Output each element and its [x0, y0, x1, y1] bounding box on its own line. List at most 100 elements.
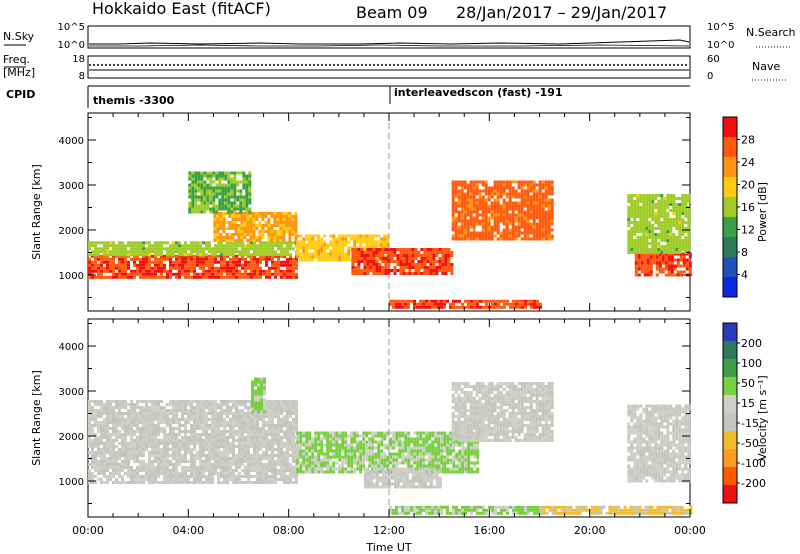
- data-cell: [208, 257, 211, 261]
- data-cell: [416, 305, 419, 309]
- data-cell: [280, 241, 283, 245]
- data-cell: [666, 197, 670, 200]
- data-cell: [184, 406, 187, 409]
- data-cell: [529, 183, 533, 187]
- data-cell: [205, 466, 208, 469]
- data-cell: [502, 237, 506, 241]
- data-cell: [684, 230, 688, 233]
- data-cell: [356, 240, 360, 244]
- data-cell: [350, 237, 354, 241]
- data-cell: [199, 253, 202, 257]
- data-cell: [238, 275, 241, 279]
- data-cell: [636, 197, 640, 200]
- data-cell: [282, 221, 286, 224]
- data-cell: [91, 451, 94, 454]
- data-cell: [499, 183, 503, 187]
- data-cell: [166, 247, 169, 251]
- data-cell: [514, 180, 518, 184]
- data-cell: [667, 264, 671, 268]
- data-cell: [681, 242, 685, 245]
- data-cell: [100, 478, 103, 481]
- data-cell: [163, 275, 166, 279]
- data-cell: [139, 253, 142, 257]
- data-cell: [261, 215, 265, 218]
- data-cell: [311, 246, 315, 250]
- data-cell: [372, 260, 376, 263]
- data-cell: [440, 305, 443, 309]
- data-cell: [175, 439, 178, 442]
- data-cell: [460, 216, 464, 220]
- data-cell: [211, 469, 214, 472]
- data-cell: [220, 418, 223, 421]
- data-cell: [157, 430, 160, 433]
- data-cell: [160, 257, 163, 261]
- freq-tick-high: 18: [72, 54, 85, 65]
- data-cell: [366, 257, 370, 260]
- data-cell: [240, 221, 244, 224]
- data-cell: [196, 427, 199, 430]
- data-cell: [256, 445, 259, 448]
- data-cell: [398, 299, 401, 303]
- data-cell: [160, 263, 163, 267]
- data-cell: [518, 305, 521, 309]
- data-cell: [244, 415, 247, 418]
- data-cell: [276, 236, 280, 239]
- data-cell: [190, 415, 193, 418]
- data-cell: [529, 237, 533, 241]
- data-cell: [218, 174, 222, 178]
- data-cell: [627, 236, 631, 239]
- data-cell: [232, 457, 235, 460]
- data-cell: [235, 260, 238, 264]
- data-cell: [639, 251, 643, 254]
- data-cell: [214, 257, 217, 261]
- data-cell: [121, 427, 124, 430]
- data-cell: [181, 481, 184, 484]
- data-cell: [684, 245, 688, 248]
- data-cell: [491, 302, 494, 306]
- data-cell: [112, 244, 115, 248]
- data-cell: [235, 478, 238, 481]
- data-cell: [259, 454, 262, 457]
- data-cell: [139, 263, 142, 267]
- colorbar-swatch: [723, 217, 737, 238]
- data-cell: [454, 204, 458, 208]
- data-cell: [526, 180, 530, 184]
- data-cell: [265, 421, 268, 424]
- data-cell: [363, 251, 367, 254]
- data-cell: [193, 266, 196, 270]
- data-cell: [423, 251, 427, 254]
- data-cell: [154, 272, 157, 276]
- data-cell: [547, 216, 551, 220]
- data-cell: [148, 421, 151, 424]
- data-cell: [208, 460, 211, 463]
- data-cell: [175, 445, 178, 448]
- data-cell: [274, 272, 277, 276]
- data-cell: [247, 439, 250, 442]
- data-cell: [254, 377, 257, 381]
- data-cell: [247, 241, 250, 245]
- data-cell: [283, 260, 286, 264]
- data-cell: [286, 469, 289, 472]
- data-cell: [288, 215, 292, 218]
- data-cell: [127, 415, 130, 418]
- data-cell: [508, 222, 512, 226]
- nave-tick-low: 0: [707, 71, 713, 82]
- data-cell: [229, 272, 232, 276]
- data-cell: [248, 207, 252, 211]
- data-cell: [94, 457, 97, 460]
- data-cell: [682, 258, 686, 262]
- data-cell: [220, 244, 223, 248]
- data-cell: [112, 406, 115, 409]
- data-cell: [212, 192, 216, 196]
- data-cell: [390, 269, 394, 272]
- data-cell: [133, 412, 136, 415]
- data-cell: [262, 247, 265, 251]
- data-cell: [160, 442, 163, 445]
- data-cell: [217, 415, 220, 418]
- data-cell: [252, 233, 256, 236]
- data-cell: [660, 209, 664, 212]
- data-cell: [273, 236, 277, 239]
- data-cell: [289, 412, 292, 415]
- data-cell: [416, 302, 419, 306]
- data-cell: [194, 210, 198, 214]
